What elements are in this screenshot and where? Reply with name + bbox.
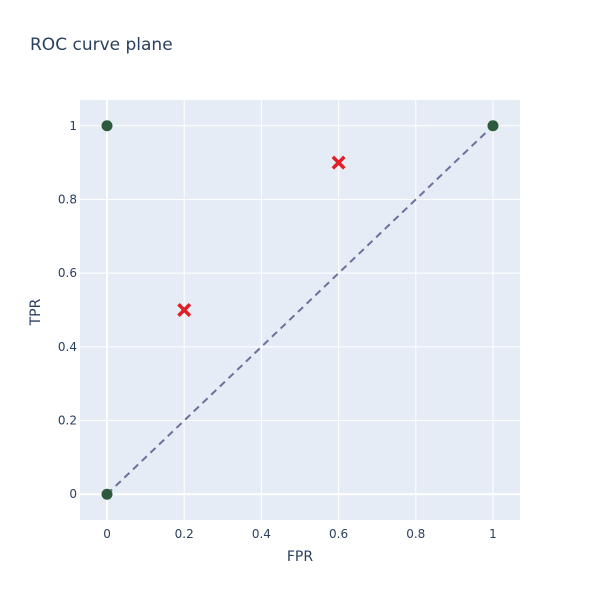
- y-tick-label: 1: [69, 119, 77, 133]
- x-axis-title: FPR: [287, 549, 313, 565]
- data-point-circle: [487, 120, 498, 131]
- y-tick-label: 0: [69, 487, 77, 501]
- x-tick-label: 0: [103, 527, 111, 541]
- data-point-circle: [102, 489, 113, 500]
- chart-title: ROC curve plane: [30, 35, 173, 55]
- x-tick-label: 0.2: [175, 527, 194, 541]
- x-tick-label: 0.8: [406, 527, 425, 541]
- x-tick-label: 1: [489, 527, 497, 541]
- y-tick-label: 0.2: [58, 414, 77, 428]
- x-tick-label: 0.6: [329, 527, 348, 541]
- y-tick-label: 0.4: [58, 340, 77, 354]
- y-tick-label: 0.8: [58, 192, 77, 206]
- x-tick-label: 0.4: [252, 527, 271, 541]
- y-tick-label: 0.6: [58, 266, 77, 280]
- y-axis-title: TPR: [28, 298, 44, 326]
- data-point-circle: [102, 120, 113, 131]
